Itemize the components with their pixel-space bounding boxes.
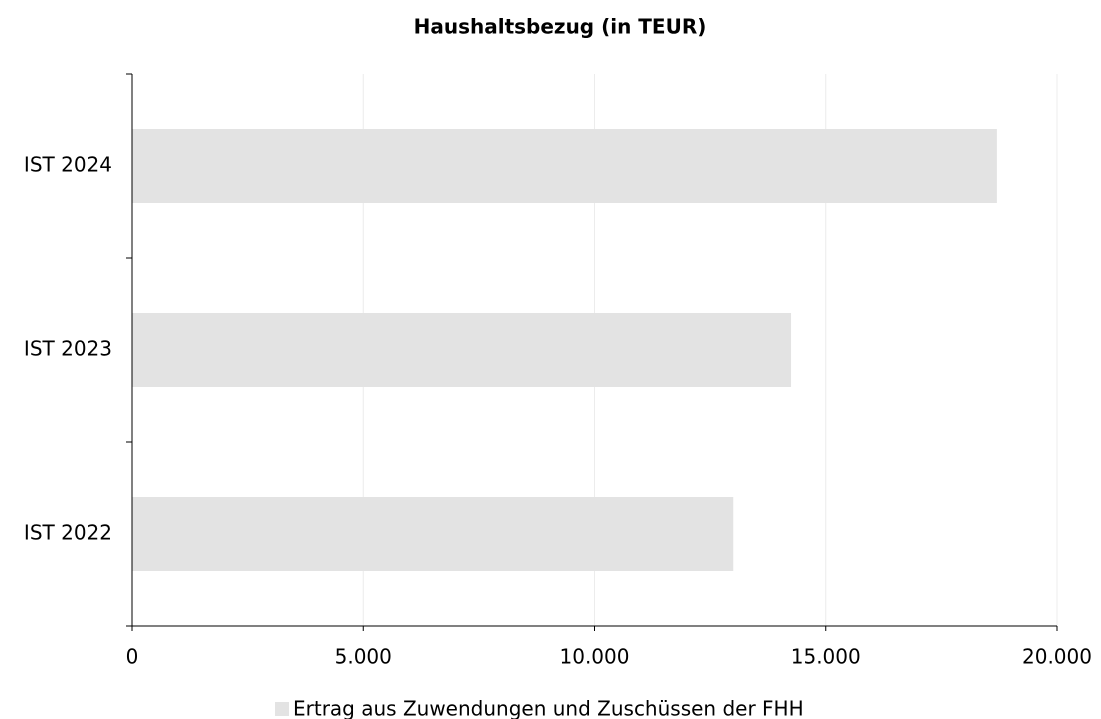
y-tick-label: IST 2022 — [24, 521, 112, 545]
bar — [132, 497, 734, 571]
x-tick-label: 0 — [126, 645, 139, 669]
x-tick-label: 10.000 — [560, 645, 630, 669]
x-tick-label: 5.000 — [335, 645, 392, 669]
legend-swatch — [275, 702, 289, 716]
bar — [132, 129, 997, 203]
y-tick-label: IST 2023 — [24, 337, 112, 361]
chart-title: Haushaltsbezug (in TEUR) — [414, 15, 707, 39]
bar — [132, 313, 792, 387]
y-tick-label: IST 2024 — [24, 153, 112, 177]
x-tick-label: 15.000 — [791, 645, 861, 669]
legend-label: Ertrag aus Zuwendungen und Zuschüssen de… — [293, 697, 804, 719]
x-tick-label: 20.000 — [1022, 645, 1092, 669]
